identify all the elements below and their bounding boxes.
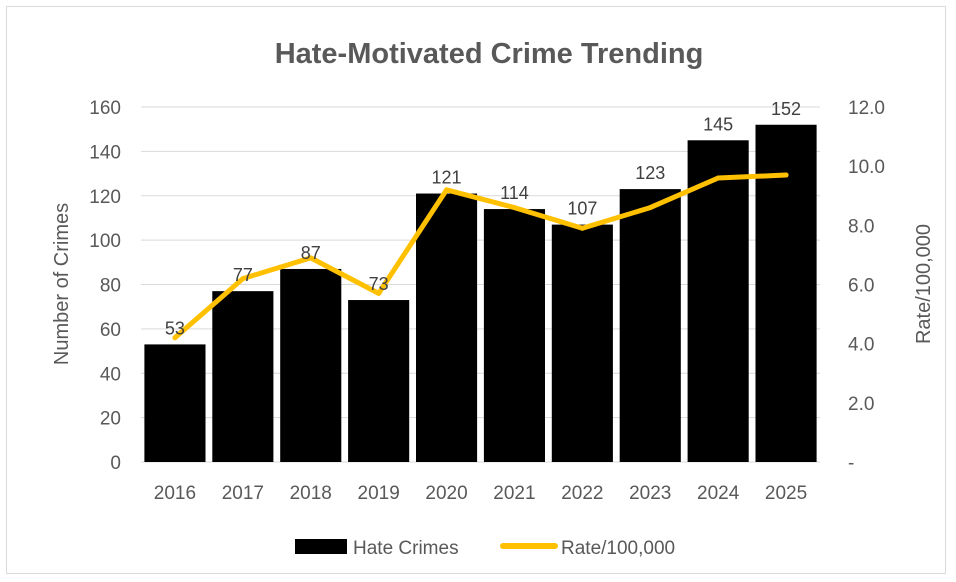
legend-label-hate-crimes: Hate Crimes [353, 538, 459, 559]
rate-line [172, 172, 789, 341]
rate-point [579, 225, 585, 231]
y-axis-left-ticks: 0 20 40 60 80 100 120 140 160 [89, 98, 121, 474]
y-axis-right-ticks: - 2.0 4.0 6.0 8.0 10.0 12.0 [848, 98, 885, 474]
bar-data-label: 73 [369, 274, 389, 294]
y-tick-label: 140 [89, 142, 121, 163]
y2-tick-label: 10.0 [848, 157, 885, 178]
bar-data-label: 123 [635, 163, 665, 183]
bar [144, 344, 206, 462]
bar-data-label: 152 [771, 99, 801, 119]
y-axis-right-label: Rate/100,000 [913, 224, 935, 344]
bar [755, 124, 817, 462]
y-tick-label: 80 [100, 276, 121, 297]
bar [483, 209, 546, 462]
line-series [172, 172, 789, 341]
bar-series [144, 124, 817, 462]
x-axis-ticks: 2016 2017 2018 2019 2020 2021 2022 2023 2024 2025 [154, 483, 807, 504]
y2-tick-label: - [848, 453, 854, 474]
y-axis-left-label: Number of Crimes [51, 203, 73, 365]
y-tick-label: 40 [100, 364, 121, 385]
x-tick-label: 2025 [765, 483, 807, 504]
x-tick-label: 2020 [425, 483, 467, 504]
bar-data-label: 114 [500, 183, 529, 203]
bar [348, 300, 410, 462]
x-tick-label: 2024 [697, 483, 740, 504]
bar-data-label: 53 [165, 318, 185, 338]
x-tick-label: 2019 [358, 483, 400, 504]
y-tick-label: 100 [89, 231, 121, 252]
bar-data-labels: 53 77 87 73 121 114 107 123 145 152 [165, 99, 801, 339]
x-tick-label: 2018 [290, 483, 332, 504]
y-tick-label: 160 [89, 98, 121, 119]
chart-title: Hate-Motivated Crime Trending [275, 38, 704, 70]
y2-tick-label: 2.0 [848, 394, 874, 415]
bar [551, 224, 613, 462]
x-tick-label: 2022 [561, 483, 603, 504]
legend: Hate Crimes Rate/100,000 [295, 538, 675, 559]
legend-label-rate: Rate/100,000 [561, 538, 675, 559]
bar-data-label: 77 [233, 265, 253, 285]
rate-point [511, 205, 517, 211]
y-tick-label: 120 [89, 187, 121, 208]
rate-point [444, 187, 450, 193]
bar [280, 268, 342, 462]
bar-data-label: 121 [432, 168, 462, 188]
rate-point [715, 175, 721, 181]
bar-data-label: 87 [301, 243, 321, 263]
rate-point [376, 290, 382, 296]
x-tick-label: 2023 [629, 483, 671, 504]
rate-point [783, 172, 789, 178]
y-tick-label: 60 [100, 320, 121, 341]
x-tick-label: 2017 [222, 483, 264, 504]
bar [415, 193, 478, 462]
rate-point [308, 255, 314, 261]
bar [687, 140, 749, 462]
x-tick-label: 2016 [154, 483, 196, 504]
rate-point [647, 205, 653, 211]
y2-tick-label: 6.0 [848, 276, 874, 297]
y2-tick-label: 12.0 [848, 98, 885, 119]
bar-data-label: 145 [703, 114, 733, 134]
bar-data-label: 107 [567, 199, 597, 219]
y2-tick-label: 4.0 [848, 335, 874, 356]
bar [619, 189, 681, 462]
y2-tick-label: 8.0 [848, 216, 874, 237]
bar [212, 291, 274, 462]
y-tick-label: 0 [110, 453, 121, 474]
y-tick-label: 20 [100, 409, 121, 430]
rate-point [240, 276, 246, 282]
x-tick-label: 2021 [493, 483, 535, 504]
legend-swatch-hate-crimes [295, 539, 347, 554]
rate-point [172, 335, 178, 341]
